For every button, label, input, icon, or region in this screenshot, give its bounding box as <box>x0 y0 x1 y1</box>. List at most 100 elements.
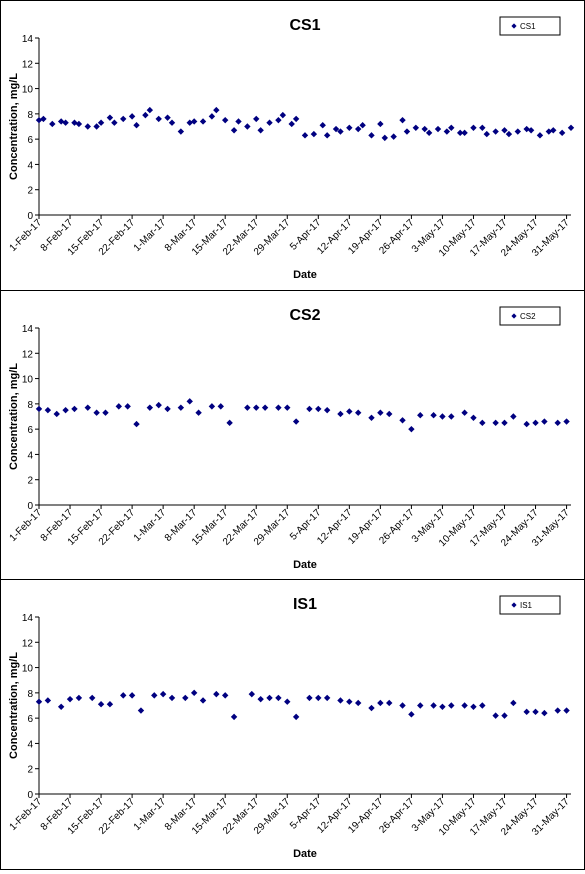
data-point <box>448 124 455 131</box>
y-tick-label: 6 <box>27 135 33 146</box>
data-point <box>213 106 220 114</box>
data-point <box>550 127 557 134</box>
data-point <box>133 122 140 129</box>
legend-label: CS1 <box>520 22 536 31</box>
data-point <box>545 128 553 135</box>
data-point <box>84 404 91 411</box>
data-point <box>567 124 575 131</box>
data-point <box>554 419 561 427</box>
y-tick-label: 10 <box>22 375 34 386</box>
data-point <box>133 420 140 428</box>
data-point <box>399 417 406 424</box>
data-point <box>390 133 397 140</box>
data-point <box>199 118 207 125</box>
data-point <box>412 124 420 131</box>
data-point <box>128 692 136 699</box>
data-point <box>120 692 127 699</box>
chart-title: CS2 <box>289 307 320 324</box>
data-point <box>128 113 136 120</box>
data-point <box>306 694 313 702</box>
data-point <box>461 129 468 137</box>
data-point <box>319 122 326 129</box>
legend: IS1 <box>499 595 561 615</box>
data-point <box>377 409 384 416</box>
data-point <box>448 413 455 420</box>
data-point <box>492 128 499 135</box>
data-point <box>346 698 353 705</box>
data-point <box>248 690 255 698</box>
chart-cs1: CS1024681012141-Feb-178-Feb-1715-Feb-172… <box>8 16 575 281</box>
data-point <box>479 124 486 131</box>
data-series <box>35 106 575 142</box>
data-point <box>146 106 154 114</box>
x-axis-label: Date <box>293 559 317 571</box>
data-point <box>57 703 65 710</box>
data-point <box>501 419 508 427</box>
legend-box <box>499 595 561 615</box>
data-point <box>483 130 490 138</box>
chart-panel-is1: IS1 0 2 4 6 8 10 12 14 1-Feb-17 8-Feb-17 15-Feb-17 2… <box>0 579 585 870</box>
data-point <box>399 116 406 124</box>
y-tick-label: 2 <box>27 476 33 487</box>
data-point <box>44 406 52 414</box>
data-point <box>470 124 477 131</box>
data-point <box>541 418 548 425</box>
data-point <box>226 419 233 427</box>
data-point <box>266 694 273 702</box>
data-point <box>337 697 344 704</box>
data-point <box>146 404 154 411</box>
y-axis-label: Concentration, mg/L <box>8 363 20 470</box>
data-point <box>456 129 464 137</box>
data-point <box>124 403 131 410</box>
data-point <box>120 115 127 123</box>
x-axis-label: Date <box>293 848 317 860</box>
legend: CS1 <box>499 16 561 36</box>
data-point <box>430 702 437 709</box>
data-point <box>417 412 424 419</box>
data-point <box>510 413 517 420</box>
y-tick-label: 2 <box>27 186 33 197</box>
data-point <box>381 134 388 142</box>
legend-label: IS1 <box>520 601 533 610</box>
data-point <box>208 113 216 120</box>
data-point <box>275 116 282 124</box>
data-point <box>57 118 65 125</box>
data-point <box>235 118 242 125</box>
data-point <box>430 412 437 419</box>
data-point <box>306 405 313 413</box>
data-point <box>386 699 393 707</box>
data-point <box>292 418 300 425</box>
x-tick-label: 1-Feb-17 <box>8 217 45 254</box>
data-point <box>190 689 198 697</box>
data-point <box>403 128 411 135</box>
data-point <box>323 694 331 702</box>
data-point <box>182 694 189 702</box>
data-point <box>470 703 477 710</box>
y-tick-label: 8 <box>27 400 33 411</box>
y-tick-label: 4 <box>27 160 33 171</box>
data-point <box>75 694 83 702</box>
data-point <box>315 694 322 702</box>
legend-marker <box>511 602 517 608</box>
data-point <box>377 120 384 128</box>
data-point <box>253 115 260 123</box>
data-point <box>310 130 318 138</box>
data-point <box>97 119 105 126</box>
data-point <box>355 699 362 707</box>
data-point <box>284 404 291 411</box>
data-point <box>44 697 52 704</box>
data-point <box>510 699 517 707</box>
data-point <box>377 699 384 707</box>
legend-marker <box>511 313 517 319</box>
legend: CS2 <box>499 306 561 326</box>
data-point <box>75 120 83 128</box>
x-tick-label: 1-Feb-17 <box>8 507 45 544</box>
data-point <box>292 713 300 721</box>
data-point <box>368 704 375 712</box>
data-point <box>461 409 468 416</box>
data-point <box>408 425 415 433</box>
data-point <box>177 128 185 135</box>
data-point <box>279 111 287 119</box>
data-point <box>190 118 198 125</box>
data-point <box>323 132 331 139</box>
